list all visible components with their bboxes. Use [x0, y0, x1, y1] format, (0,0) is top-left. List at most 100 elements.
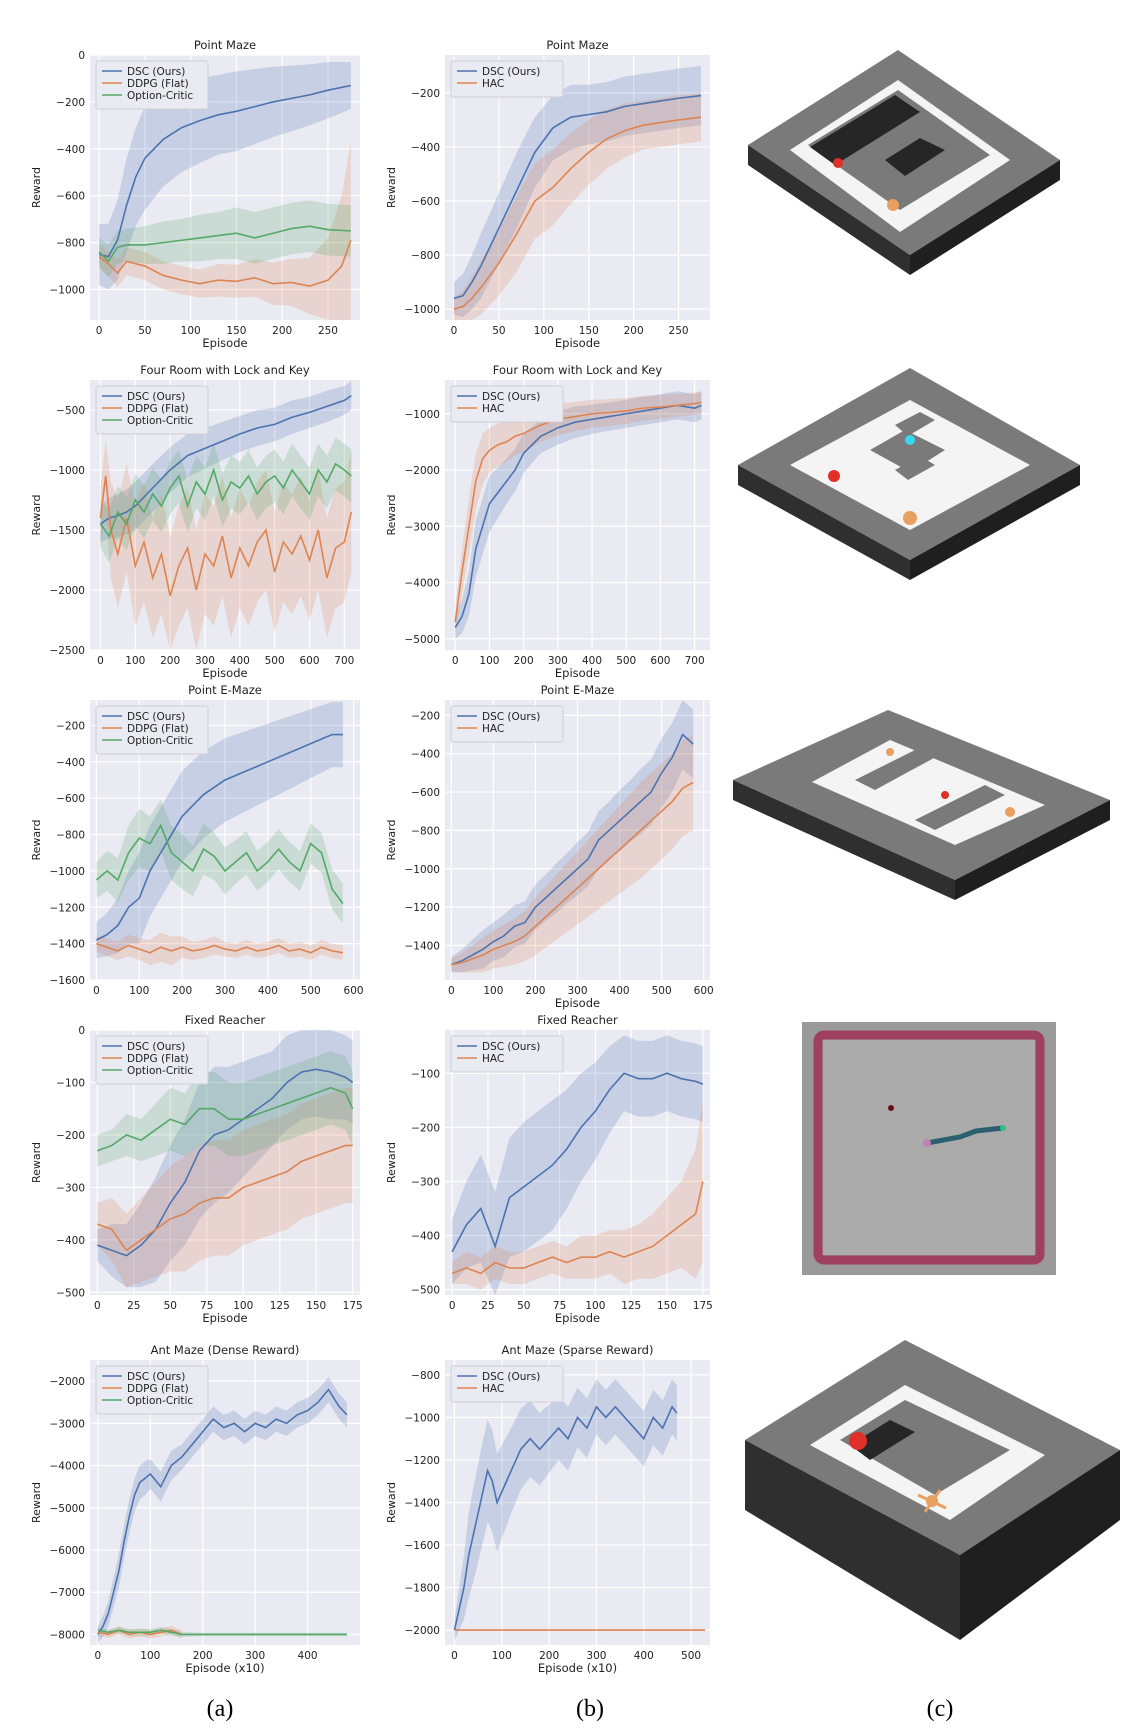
x-tick-label: 400: [298, 1650, 318, 1662]
y-tick-label: −400: [56, 757, 85, 769]
x-tick-label: 0: [96, 325, 103, 337]
x-tick-label: 500: [301, 985, 321, 997]
y-tick-label: −600: [411, 196, 440, 208]
series-line: [98, 84, 352, 258]
x-axis-label: Episode: [202, 666, 247, 680]
y-tick-label: −800: [411, 825, 440, 837]
x-axis-label: Episode: [555, 666, 600, 680]
y-tick-label: −1000: [404, 864, 440, 876]
y-tick-label: −400: [56, 1235, 85, 1247]
legend-label: Option-Critic: [127, 90, 193, 102]
legend-label: Option-Critic: [127, 1395, 193, 1407]
y-tick-label: −500: [411, 1285, 440, 1297]
legend-label: DSC (Ours): [482, 1041, 540, 1053]
legend-box: [95, 705, 209, 755]
y-tick-label: −1600: [49, 975, 85, 987]
x-tick-label: 500: [265, 655, 285, 667]
chart-title: Point E-Maze: [188, 683, 262, 697]
series-band: [454, 1379, 677, 1641]
series-band: [455, 391, 702, 639]
x-tick-label: 100: [492, 1650, 512, 1662]
scene-e-maze: [733, 710, 1110, 900]
x-tick-label: 200: [525, 985, 545, 997]
y-tick-label: 0: [78, 50, 85, 62]
chart-8: 0 100 200 300 400 500 600 −200 −400 −600 −800 −1000…: [385, 683, 714, 1010]
y-tick-label: −200: [56, 720, 85, 732]
x-tick-label: 200: [624, 325, 644, 337]
y-tick-label: −1000: [49, 465, 85, 477]
chart-13: 0 100 200 300 400 −2000 −3000 −4000 −5000 −6000 −7…: [30, 1343, 360, 1675]
x-tick-label: 500: [616, 655, 636, 667]
series-line: [453, 94, 702, 300]
y-tick-label: −3000: [404, 521, 440, 533]
legend-label: DSC (Ours): [482, 711, 540, 723]
y-tick-label: −5000: [404, 634, 440, 646]
x-tick-label: 75: [553, 1300, 566, 1312]
series-line: [97, 1086, 354, 1152]
x-tick-label: 250: [669, 325, 689, 337]
legend-label: DDPG (Flat): [127, 1383, 189, 1395]
y-tick-label: −3000: [49, 1418, 85, 1430]
x-axis-label: Episode: [555, 336, 600, 350]
x-tick-label: 200: [272, 325, 292, 337]
x-tick-label: 100: [125, 655, 145, 667]
y-tick-label: −5000: [49, 1503, 85, 1515]
x-tick-label: 125: [621, 1300, 641, 1312]
x-tick-label: 150: [657, 1300, 677, 1312]
y-tick-label: −200: [411, 1122, 440, 1134]
series-band: [451, 734, 694, 973]
x-tick-label: 50: [138, 325, 151, 337]
series-line: [97, 1629, 347, 1636]
x-tick-label: 0: [451, 325, 458, 337]
scene-point-maze: [748, 50, 1060, 275]
legend-label: HAC: [482, 78, 504, 90]
y-tick-label: −200: [411, 88, 440, 100]
y-tick-label: −1600: [404, 1540, 440, 1552]
x-tick-label: 100: [483, 985, 503, 997]
y-axis-label: Reward: [30, 1482, 43, 1523]
series-band: [453, 65, 702, 318]
chart-title: Fixed Reacher: [185, 1013, 266, 1027]
chart-14: 0 100 200 300 400 500 −800 −1000 −1200 −1400 −1600…: [385, 1343, 710, 1675]
chart-1: 0 50 100 150 200 250 0 −200 −400 −600 −800 −1000 Poi…: [30, 38, 360, 350]
y-tick-label: −300: [56, 1182, 85, 1194]
series-band: [96, 932, 343, 966]
y-tick-label: −300: [411, 1176, 440, 1188]
legend-box: [450, 705, 564, 743]
series-line: [451, 733, 694, 966]
x-axis-label: Episode: [202, 336, 247, 350]
y-tick-label: −100: [411, 1068, 440, 1080]
series-line: [98, 225, 351, 263]
y-tick-label: −100: [56, 1077, 85, 1089]
y-axis-label: Reward: [30, 820, 43, 861]
y-tick-label: −400: [56, 144, 85, 156]
series-band: [99, 200, 351, 278]
x-tick-label: 75: [200, 1300, 213, 1312]
chart-title: Ant Maze (Sparse Reward): [502, 1343, 654, 1357]
series-line: [451, 1072, 704, 1253]
caption-c: (c): [926, 1696, 954, 1722]
x-tick-label: 250: [318, 325, 338, 337]
series-line: [95, 823, 344, 905]
scene-ant-maze: [745, 1340, 1120, 1640]
y-axis-label: Reward: [385, 820, 398, 861]
x-tick-label: 400: [230, 655, 250, 667]
y-tick-label: −2000: [49, 585, 85, 597]
y-tick-label: −2000: [404, 465, 440, 477]
legend-label: HAC: [482, 1053, 504, 1065]
chart-title: Point E-Maze: [541, 683, 615, 697]
series-line: [96, 942, 343, 954]
x-tick-label: 600: [299, 655, 319, 667]
series-line: [453, 116, 702, 310]
legend-label: Option-Critic: [127, 1065, 193, 1077]
legend-label: DDPG (Flat): [127, 78, 189, 90]
x-tick-label: 200: [160, 655, 180, 667]
y-tick-label: −1000: [49, 866, 85, 878]
chart-title: Ant Maze (Dense Reward): [151, 1343, 300, 1357]
caption-a: (a): [206, 1696, 234, 1722]
y-tick-label: 0: [78, 1025, 85, 1037]
x-tick-label: 100: [479, 655, 499, 667]
x-tick-label: 200: [172, 985, 192, 997]
x-tick-label: 100: [534, 325, 554, 337]
